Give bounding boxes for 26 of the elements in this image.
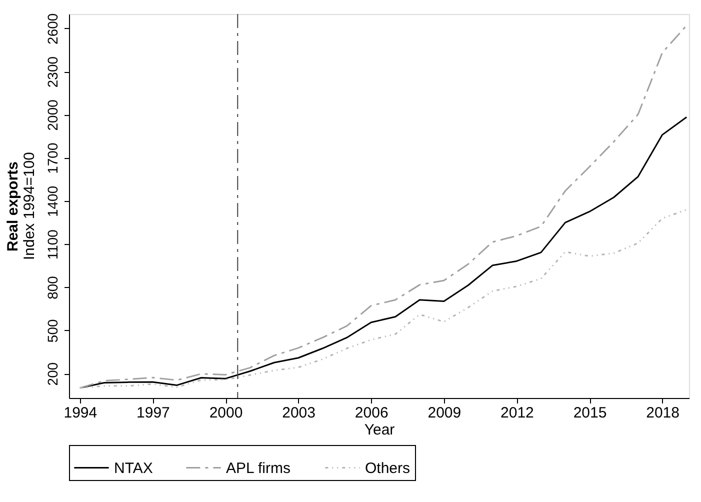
y-tick-label: 2600: [44, 13, 60, 44]
y-tick-label: 1700: [44, 142, 60, 174]
text: Index 1994=100: [21, 152, 38, 260]
y-tick-label: 800: [44, 276, 60, 300]
line-series: [79, 208, 688, 389]
x-tick-label: 2009: [428, 404, 462, 422]
y-tick-label: 200: [44, 362, 60, 386]
x-tick-label: 2000: [209, 404, 243, 422]
y-tick-label: 2300: [44, 56, 60, 88]
x-tick-label: 2015: [573, 404, 607, 422]
x-tick-label: 1997: [136, 404, 170, 422]
y-tick-label: 1400: [44, 186, 60, 218]
x-tick-label: 2006: [354, 404, 388, 422]
x-tick-label: 2012: [500, 404, 534, 422]
x-tick-label: 1994: [64, 404, 98, 422]
line-series: [79, 24, 688, 389]
legend-label: NTAX: [114, 460, 153, 477]
x-tick-label: 2003: [282, 404, 316, 422]
legend-label: Others: [365, 460, 410, 477]
y-tick-label: 1100: [44, 229, 60, 260]
y-tick-label: 2000: [44, 99, 60, 131]
y-axis-title: Real exports: [4, 161, 22, 252]
x-tick-label: 2018: [646, 404, 680, 422]
x-axis-title: Year: [364, 422, 395, 438]
y-tick-label: 500: [44, 319, 60, 343]
legend-label: APL firms: [226, 460, 290, 477]
